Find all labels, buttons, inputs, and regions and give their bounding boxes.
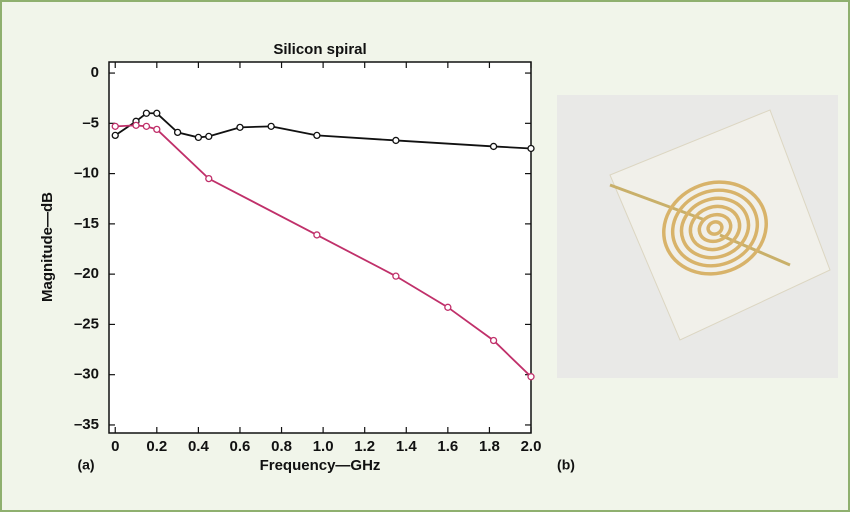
y-tick-label: –25 [74, 315, 99, 332]
data-point [527, 144, 535, 153]
y-tick-label: –15 [74, 215, 99, 232]
y-tick-label: –5 [82, 114, 99, 131]
data-point [205, 132, 213, 141]
data-point [153, 109, 161, 117]
spiral-photo [557, 95, 838, 378]
x-tick-label: 0 [111, 438, 119, 455]
panel-label: (b) [557, 457, 575, 473]
y-tick-label: 0 [91, 64, 99, 81]
y-tick-label: –10 [74, 165, 99, 182]
y-tick-label: –30 [74, 366, 99, 383]
data-point [142, 122, 151, 130]
x-tick-label: 1.4 [396, 438, 418, 455]
data-point [236, 123, 244, 132]
data-point [205, 174, 213, 183]
data-point [142, 109, 151, 117]
y-axis-label: Magnitude—dB [39, 192, 56, 302]
x-tick-label: 1.0 [313, 438, 334, 455]
x-axis-label: Frequency—GHz [260, 457, 381, 474]
x-tick-label: 0.8 [271, 438, 292, 455]
data-point [489, 336, 498, 345]
x-tick-label: 0.2 [146, 438, 167, 455]
chart-title: Silicon spiral [273, 41, 366, 58]
x-tick-label: 0.4 [188, 438, 210, 455]
data-point [489, 142, 498, 151]
y-tick-label: –35 [74, 416, 99, 433]
data-point [173, 128, 182, 137]
y-tick-label: –20 [74, 265, 99, 282]
data-point [313, 231, 321, 239]
x-tick-label: 2.0 [521, 438, 542, 455]
data-point [111, 131, 119, 140]
x-tick-label: 0.6 [230, 438, 251, 455]
data-point [111, 122, 119, 130]
data-point [392, 272, 400, 280]
x-tick-label: 1.6 [437, 438, 458, 455]
data-point [313, 131, 321, 140]
x-tick-label: 1.8 [479, 438, 500, 455]
panel-label: (a) [77, 457, 94, 473]
data-point [392, 136, 400, 145]
data-point [444, 303, 452, 311]
series-line [115, 124, 532, 378]
data-point [153, 125, 161, 134]
data-point [267, 122, 275, 130]
x-tick-label: 1.2 [354, 438, 375, 455]
plot-area [108, 61, 532, 434]
data-point [194, 133, 203, 142]
data-point [132, 121, 140, 129]
data-point [527, 373, 535, 381]
